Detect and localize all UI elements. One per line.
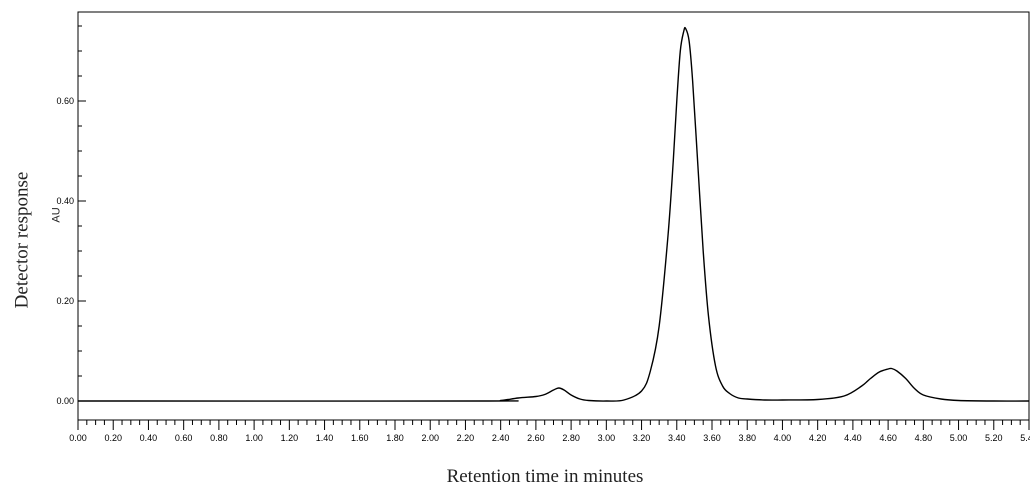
x-tick-label: 2.00 xyxy=(421,433,439,443)
x-tick-label: 3.00 xyxy=(598,433,616,443)
y-tick-label: 0.00 xyxy=(56,396,74,406)
x-tick-label: 0.00 xyxy=(69,433,87,443)
x-tick-label: 0.60 xyxy=(175,433,193,443)
x-tick-label: 0.40 xyxy=(140,433,158,443)
series-line-0 xyxy=(77,26,1030,402)
x-tick-label: 3.60 xyxy=(703,433,721,443)
x-tick-label: 2.20 xyxy=(457,433,475,443)
x-tick-label: 2.80 xyxy=(562,433,580,443)
y-tick-label: 0.20 xyxy=(56,296,74,306)
x-tick-label: 4.00 xyxy=(774,433,792,443)
x-tick-label: 1.40 xyxy=(316,433,334,443)
x-tick-label: 3.80 xyxy=(738,433,756,443)
x-tick-label: 1.00 xyxy=(245,433,263,443)
y-tick-label: 0.40 xyxy=(56,196,74,206)
x-tick-label: 1.20 xyxy=(281,433,299,443)
x-tick-label: 0.20 xyxy=(104,433,122,443)
y-tick-label: 0.60 xyxy=(56,96,74,106)
x-tick-label: 4.40 xyxy=(844,433,862,443)
x-tick-label: 1.80 xyxy=(386,433,404,443)
x-tick-label: 4.20 xyxy=(809,433,827,443)
x-tick-label: 0.80 xyxy=(210,433,228,443)
x-axis-label: Retention time in minutes xyxy=(446,466,644,487)
x-tick-label: 5.20 xyxy=(985,433,1003,443)
plot-frame xyxy=(77,11,1030,421)
x-tick-label: 4.60 xyxy=(879,433,897,443)
x-tick-label: 4.80 xyxy=(915,433,933,443)
x-tick-label: 2.60 xyxy=(527,433,545,443)
x-tick-label: 3.40 xyxy=(668,433,686,443)
x-tick-label: 5.40 xyxy=(1020,433,1030,443)
x-tick-label: 1.60 xyxy=(351,433,369,443)
x-tick-label: 2.40 xyxy=(492,433,510,443)
x-tick-label: 3.20 xyxy=(633,433,651,443)
x-tick-label: 5.00 xyxy=(950,433,968,443)
